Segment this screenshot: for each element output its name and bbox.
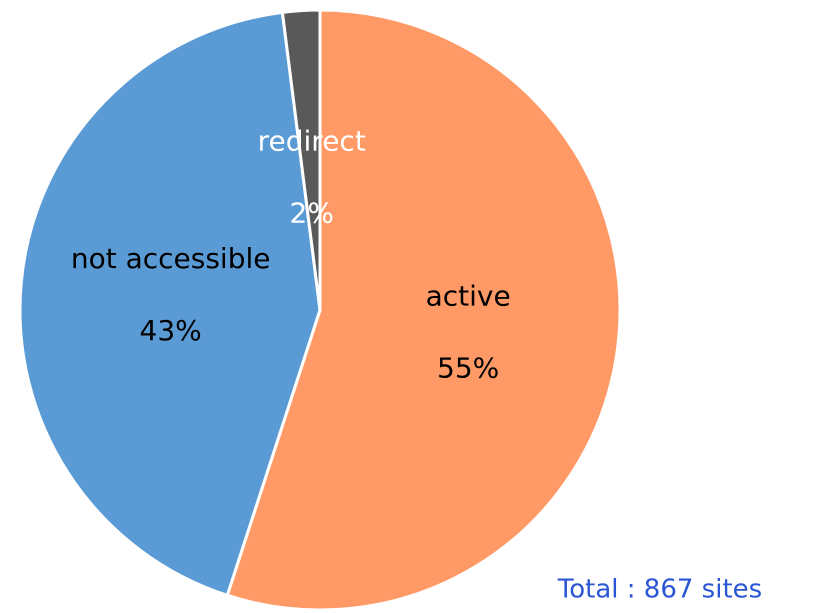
slice-label: active xyxy=(426,279,511,312)
data-label: 55% xyxy=(437,351,499,384)
pie-slice xyxy=(18,10,322,598)
data-label: 2% xyxy=(290,196,334,229)
annotation: Total : 867 sites xyxy=(557,575,762,605)
pie-slice xyxy=(280,8,322,311)
slice-label: redirect xyxy=(258,124,366,157)
data-label: 43% xyxy=(140,314,202,347)
slice-label: not accessible xyxy=(71,242,271,275)
pie-slice xyxy=(225,8,622,612)
